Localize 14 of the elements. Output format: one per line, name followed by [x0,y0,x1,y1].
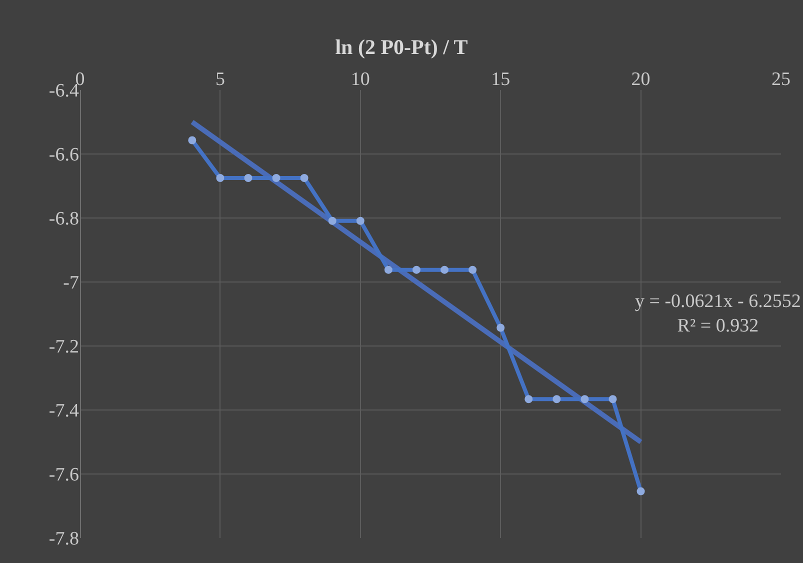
y-tick-label: -7.2 [48,336,79,358]
y-tick-label: -7.6 [48,464,79,486]
y-tick-label: -7.4 [48,400,80,422]
x-tick-label: 10 [350,69,370,90]
y-tick-label: -6.8 [48,208,79,230]
chart-title: ln (2 P0-Pt) / T [335,35,468,60]
y-tick-label: -7.8 [48,528,79,550]
x-tick-label: 15 [491,69,510,90]
annotation: y = -0.0621x - 6.2552 R² = 0.932 [635,291,801,337]
x-tick-label: 25 [772,69,790,90]
y-tick-label: -6.6 [48,144,79,166]
y-tick-label: -7 [63,272,79,294]
x-tick-label: 5 [215,69,225,90]
x-tick-label: 20 [631,69,650,90]
